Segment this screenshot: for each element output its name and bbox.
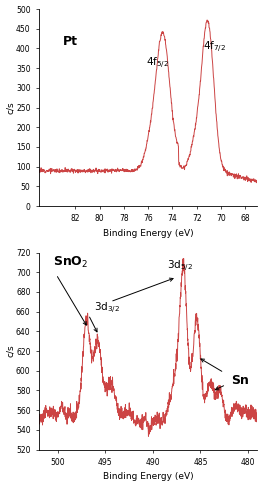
Text: SnO$_2$: SnO$_2$ [53,255,88,270]
X-axis label: Binding Energy (eV): Binding Energy (eV) [103,229,194,238]
Text: Pt: Pt [63,35,78,48]
X-axis label: Binding Energy (eV): Binding Energy (eV) [103,472,194,482]
Y-axis label: c/s: c/s [6,101,14,114]
Y-axis label: c/s: c/s [6,345,14,357]
Text: 3d$_{3/2}$: 3d$_{3/2}$ [94,301,120,317]
Text: 3d$_{5/2}$: 3d$_{5/2}$ [167,259,193,274]
Text: Sn: Sn [231,374,249,387]
Text: 4f$_{7/2}$: 4f$_{7/2}$ [203,40,226,55]
Text: 4f$_{5/2}$: 4f$_{5/2}$ [146,56,169,71]
